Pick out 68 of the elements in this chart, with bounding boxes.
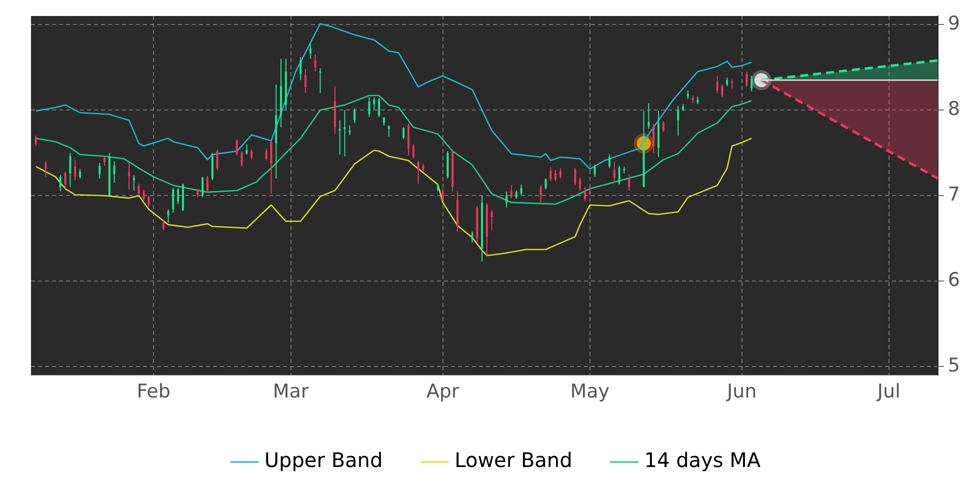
x-tick-label: Jul [876,380,900,403]
candlestick [579,177,582,191]
candlestick [34,135,37,146]
candlestick [270,140,272,194]
candlestick [142,189,145,202]
candlestick [250,148,253,160]
candlestick [608,154,610,169]
candlestick [490,210,493,230]
candlestick [69,152,72,188]
candlestick [677,105,680,136]
candlestick [211,152,214,181]
candlestick [716,75,718,94]
candlestick [148,195,150,208]
candlestick [59,174,62,192]
candlestick [64,171,66,190]
legend-label: 14 days MA [644,448,761,472]
x-tick-label: Mar [272,380,309,403]
candlestick [594,164,596,178]
candlestick [167,208,170,224]
candlestick [98,162,101,179]
candlestick [44,160,47,178]
candlestick [550,166,552,182]
candlestick [721,84,724,98]
legend-label: Lower Band [454,448,572,472]
y-tick-label: 7 [948,184,960,206]
candlestick [652,123,655,154]
candlestick [574,168,576,186]
candlestick [265,148,268,162]
candlestick [240,150,243,168]
candlestick [520,184,522,196]
candlestick [544,178,547,190]
candlestick [662,120,664,133]
x-tick-label: May [570,380,610,403]
candlestick [506,190,508,208]
x-tick-label: Feb [136,380,170,403]
candlestick [554,169,557,182]
candlestick [206,175,208,194]
y-tick-label: 5 [948,354,960,377]
candlestick [746,71,748,88]
candlestick [172,187,174,214]
candlestick [613,160,616,184]
candlestick [750,75,753,92]
candlestick [162,219,164,230]
candlestick [113,160,116,184]
x-tick-label: Apr [426,380,460,403]
candlestick [731,78,734,90]
candlestick [510,184,512,199]
candlestick [540,184,542,203]
candlestick [104,156,106,166]
candlestick [128,162,130,190]
legend-label: Upper Band [264,448,383,472]
candlestick [138,183,140,196]
x-tick-label: Jun [726,380,757,403]
candlestick [628,174,630,191]
candlestick [216,148,218,170]
candlestick [74,159,76,181]
candlestick [202,176,204,198]
y-tick-label: 6 [948,269,960,292]
y-tick-label: 8 [948,98,960,120]
candlestick [236,138,238,156]
candlestick [648,102,650,130]
candlestick [177,187,180,205]
candlestick [132,174,135,191]
candlestick [584,186,586,202]
candlestick [79,168,82,179]
candlestick [618,165,620,185]
y-tick-label: 9 [948,12,960,34]
candlestick [559,168,562,179]
